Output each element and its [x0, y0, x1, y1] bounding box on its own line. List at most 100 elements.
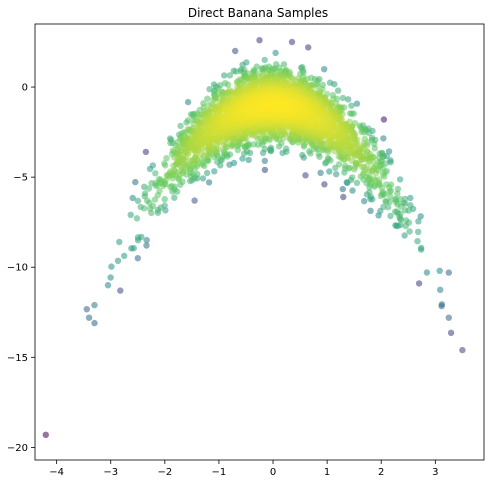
scatter-point: [380, 171, 387, 178]
scatter-point: [108, 263, 115, 270]
scatter-point: [205, 179, 213, 186]
x-tick-label: −3: [103, 467, 118, 478]
scatter-point: [385, 204, 392, 211]
scatter-point: [414, 238, 421, 245]
scatter-point: [85, 314, 93, 321]
x-tick-label: 2: [378, 467, 384, 478]
scatter-point: [367, 207, 374, 214]
scatter-point: [171, 194, 178, 201]
scatter-point: [402, 207, 409, 214]
x-tick-label: −1: [212, 467, 227, 478]
scatter-point: [83, 306, 91, 313]
scatter-point: [232, 47, 239, 55]
scatter-point: [134, 255, 141, 262]
scatter-point: [364, 161, 371, 169]
scatter-point: [386, 198, 393, 205]
scatter-point: [183, 119, 190, 126]
scatter-point: [397, 221, 404, 228]
scatter-point: [394, 190, 401, 197]
scatter-point: [140, 205, 148, 212]
scatter-point: [375, 176, 383, 183]
scatter-point: [143, 242, 150, 249]
scatter-point: [121, 252, 128, 260]
scatter-point: [406, 228, 413, 235]
scatter-point: [302, 172, 309, 179]
scatter-point: [42, 431, 49, 438]
scatter-point: [133, 215, 141, 222]
scatter-point: [116, 238, 123, 246]
scatter-point: [392, 196, 399, 203]
scatter-point: [226, 72, 234, 79]
scatter-point: [436, 267, 443, 274]
scatter-point: [365, 167, 373, 174]
scatter-point: [299, 151, 306, 159]
scatter-point: [104, 282, 112, 289]
scatter-point: [326, 79, 334, 86]
scatter-point: [187, 157, 194, 164]
scatter-point: [152, 170, 159, 177]
scatter-point: [127, 211, 134, 218]
scatter-point: [317, 169, 324, 176]
scatter-point: [305, 44, 312, 51]
scatter-point: [407, 202, 414, 209]
scatter-point: [261, 157, 268, 165]
scatter-point: [370, 176, 378, 183]
scatter-point: [346, 110, 354, 117]
scatter-point: [134, 197, 142, 204]
scatter-point: [245, 140, 252, 147]
scatter-point: [214, 158, 221, 166]
scatter-point: [349, 174, 356, 181]
scatter-point: [267, 144, 275, 151]
scatter-point: [358, 128, 365, 136]
scatter-point: [415, 218, 422, 225]
scatter-point: [221, 72, 228, 79]
scatter-point: [321, 66, 328, 73]
scatter-point: [353, 100, 361, 107]
scatter-point: [256, 37, 263, 44]
scatter-point: [383, 181, 390, 188]
y-tick-label: −20: [7, 443, 28, 454]
scatter-point: [199, 175, 207, 182]
scatter-point: [380, 116, 388, 123]
scatter-point: [415, 228, 422, 235]
scatter-point: [143, 236, 150, 244]
scatter-point: [161, 196, 168, 203]
scatter-point: [393, 208, 401, 215]
scatter-points: [42, 37, 466, 438]
scatter-point: [191, 197, 198, 204]
scatter-point: [459, 346, 466, 354]
scatter-point: [282, 145, 290, 152]
scatter-point: [401, 232, 408, 239]
scatter-point: [129, 194, 136, 202]
scatter-point: [272, 49, 279, 57]
scatter-point: [177, 122, 184, 130]
chart-title: Direct Banana Samples: [188, 6, 328, 20]
scatter-point: [128, 245, 135, 252]
scatter-point: [245, 156, 252, 164]
scatter-point: [321, 181, 328, 188]
scatter-point: [154, 206, 162, 214]
scatter-point: [417, 213, 424, 220]
scatter-point: [288, 38, 296, 46]
scatter-point: [280, 61, 288, 68]
scatter-point: [423, 269, 431, 276]
scatter-point: [340, 193, 347, 201]
scatter-point: [146, 199, 153, 206]
scatter-point: [415, 280, 423, 287]
scatter-point: [162, 162, 169, 169]
scatter-point: [168, 182, 175, 190]
scatter-point: [142, 148, 150, 156]
scatter-point: [366, 172, 373, 179]
scatter-point: [134, 234, 142, 241]
axes-frame: [34, 23, 485, 461]
scatter-point: [156, 187, 163, 195]
scatter-point: [91, 319, 98, 327]
scatter-point: [361, 197, 368, 205]
scatter-point: [333, 171, 340, 178]
scatter-point: [402, 217, 410, 224]
scatter-point: [335, 161, 343, 168]
scatter-point: [380, 135, 387, 142]
scatter-point: [418, 244, 425, 252]
scatter-point: [186, 177, 194, 185]
scatter-point: [438, 301, 446, 308]
